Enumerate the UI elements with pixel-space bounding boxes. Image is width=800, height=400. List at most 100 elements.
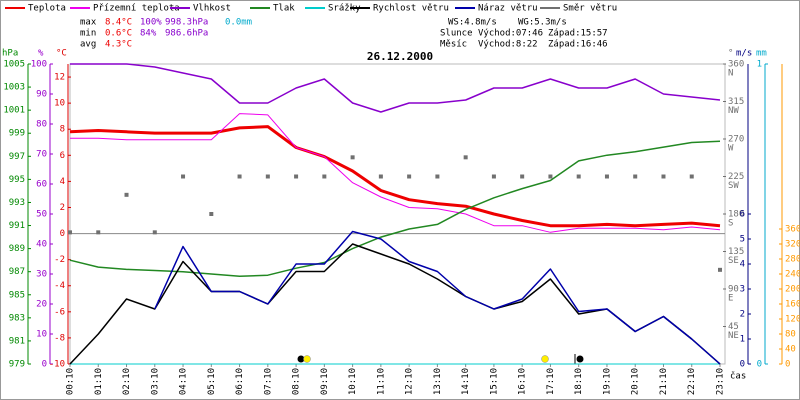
axis-title: m/s xyxy=(736,49,752,59)
y-tick-label: 45 xyxy=(728,322,739,332)
compass-label: E xyxy=(728,294,733,304)
direction-marker xyxy=(124,192,129,197)
axis-title: % xyxy=(38,49,44,59)
stat-text: 0.0mm xyxy=(225,18,252,28)
direction-marker xyxy=(435,174,440,179)
x-axis-label: čas xyxy=(730,371,746,382)
y-tick-label: 6 xyxy=(740,210,745,220)
moon-text: Západ:16:46 xyxy=(548,40,608,50)
y-tick-label: 2 xyxy=(740,310,745,320)
sun-text: Západ:15:57 xyxy=(548,29,608,39)
y-tick-label: 20 xyxy=(36,300,47,310)
y-tick-label: -2 xyxy=(54,255,65,265)
x-tick-label: 19:10 xyxy=(602,368,612,395)
axis-title: ° xyxy=(728,49,733,59)
direction-marker xyxy=(294,174,299,179)
y-tick-label: 1005 xyxy=(3,60,25,70)
y-tick-label: 280 xyxy=(785,255,800,265)
direction-marker xyxy=(576,174,581,179)
stat-text: 0.6°C xyxy=(105,29,132,39)
y-tick-label: 30 xyxy=(36,270,47,280)
y-tick-label: 981 xyxy=(9,336,25,346)
direction-marker xyxy=(378,174,383,179)
y-tick-label: 0 xyxy=(785,360,790,370)
y-tick-label: 2 xyxy=(60,203,65,213)
x-tick-label: 20:10 xyxy=(631,368,641,395)
y-tick-label: 240 xyxy=(785,270,800,280)
compass-label: SW xyxy=(728,181,739,191)
series-line xyxy=(69,125,721,228)
direction-marker xyxy=(181,174,186,179)
y-tick-label: 983 xyxy=(9,313,25,323)
y-tick-label: 979 xyxy=(9,360,25,370)
y-tick-label: 180 xyxy=(728,210,744,220)
sun-text: Slunce xyxy=(440,29,473,39)
x-tick-label: 12:10 xyxy=(405,368,415,395)
wind-text: WS:4.8m/s xyxy=(448,18,497,28)
y-tick-label: 80 xyxy=(785,330,796,340)
x-tick-label: 21:10 xyxy=(659,368,669,395)
x-tick-label: 06:10 xyxy=(235,368,245,395)
direction-marker xyxy=(718,267,722,272)
y-tick-label: 999 xyxy=(9,129,25,139)
stat-text: min xyxy=(80,29,96,39)
compass-label: SE xyxy=(728,256,739,266)
y-tick-label: 10 xyxy=(54,99,65,109)
direction-marker xyxy=(491,174,496,179)
stat-text: 998.3hPa xyxy=(165,18,208,28)
y-tick-label: 80 xyxy=(36,120,47,130)
y-tick-label: 997 xyxy=(9,152,25,162)
y-tick-label: -4 xyxy=(54,281,65,291)
x-tick-label: 11:10 xyxy=(376,368,386,395)
direction-marker xyxy=(689,174,694,179)
x-tick-label: 17:10 xyxy=(546,368,556,395)
x-tick-label: 02:10 xyxy=(122,368,132,395)
axis-title: mm xyxy=(756,49,767,59)
wind-text: WG:5.3m/s xyxy=(518,18,567,28)
y-tick-label: 10 xyxy=(36,330,47,340)
y-tick-label: 991 xyxy=(9,221,25,231)
moon-text: Měsíc xyxy=(440,40,467,50)
x-tick-label: 13:10 xyxy=(433,368,443,395)
moon-icon xyxy=(297,355,305,363)
y-tick-label: 3 xyxy=(740,285,745,295)
y-tick-label: 4 xyxy=(740,260,745,270)
stat-text: 100% xyxy=(140,18,162,28)
y-tick-label: 360 xyxy=(785,225,800,235)
x-tick-label: 15:10 xyxy=(489,368,499,395)
y-tick-label: -10 xyxy=(49,360,65,370)
y-tick-label: 320 xyxy=(785,240,800,250)
x-tick-label: 22:10 xyxy=(687,368,697,395)
sun-icon xyxy=(541,355,549,363)
x-tick-label: 03:10 xyxy=(150,368,160,395)
y-tick-label: 985 xyxy=(9,290,25,300)
y-tick-label: 40 xyxy=(36,240,47,250)
direction-marker xyxy=(604,174,609,179)
direction-marker xyxy=(68,230,72,235)
compass-label: NE xyxy=(728,331,739,341)
direction-marker xyxy=(237,174,242,179)
x-tick-label: 05:10 xyxy=(207,368,217,395)
astro-icons xyxy=(297,354,584,364)
direction-marker xyxy=(265,174,270,179)
y-tick-label: -6 xyxy=(54,307,65,317)
compass-label: S xyxy=(728,219,733,229)
axis-title: hPa xyxy=(2,49,18,59)
y-tick-label: 1001 xyxy=(3,106,25,116)
direction-marker xyxy=(322,174,327,179)
plot-area xyxy=(69,63,726,365)
stat-text: 8.4°C xyxy=(105,18,132,28)
y-tick-label: 135 xyxy=(728,247,744,257)
y-tick-label: 100 xyxy=(31,60,47,70)
legend-label: Vlhkost xyxy=(193,4,231,14)
sun-icon xyxy=(303,355,311,363)
legend-label: Náraz větru xyxy=(478,4,538,14)
y-tick-label: 50 xyxy=(36,210,47,220)
compass-label: N xyxy=(728,69,733,79)
moon-icon xyxy=(576,355,584,363)
y-tick-label: 0 xyxy=(42,360,47,370)
series-line xyxy=(154,230,721,365)
y-tick-label: 0 xyxy=(757,360,762,370)
y-tick-label: 8 xyxy=(60,125,65,135)
x-tick-label: 16:10 xyxy=(518,368,528,395)
